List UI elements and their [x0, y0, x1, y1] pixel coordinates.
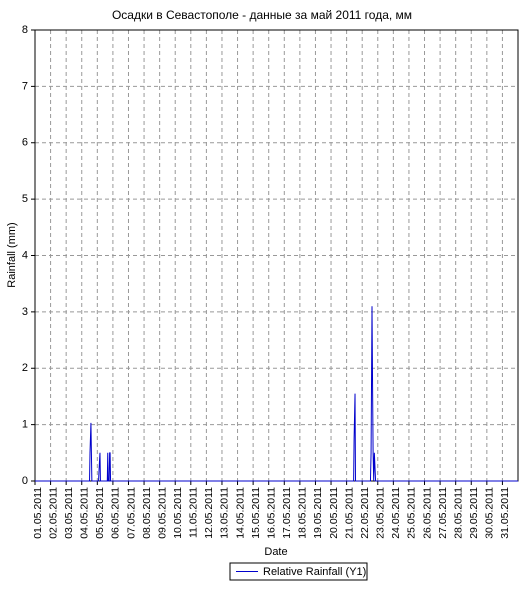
x-tick-label: 14.05.2011 [234, 487, 246, 539]
x-tick-label: 06.05.2011 [110, 487, 122, 539]
x-tick-label: 19.05.2011 [312, 487, 324, 539]
y-tick-label: 1 [22, 419, 28, 431]
legend-label: Relative Rainfall (Y1) [263, 566, 366, 578]
x-tick-label: 29.05.2011 [468, 487, 480, 539]
x-tick-label: 25.05.2011 [406, 487, 418, 539]
x-tick-label: 11.05.2011 [188, 487, 200, 538]
y-axis-label: Rainfall (mm) [6, 222, 18, 287]
y-tick-label: 5 [22, 193, 28, 205]
x-tick-label: 16.05.2011 [265, 487, 277, 539]
y-tick-label: 3 [22, 306, 28, 318]
y-tick-label: 7 [22, 80, 28, 92]
x-tick-label: 08.05.2011 [141, 487, 153, 539]
x-tick-label: 03.05.2011 [63, 487, 75, 539]
x-tick-label: 18.05.2011 [297, 487, 309, 539]
x-tick-label: 02.05.2011 [47, 487, 59, 539]
x-tick-label: 22.05.2011 [359, 487, 371, 539]
x-tick-label: 31.05.2011 [499, 487, 511, 539]
x-tick-label: 01.05.2011 [32, 487, 44, 539]
x-tick-label: 17.05.2011 [281, 487, 293, 539]
x-tick-label: 09.05.2011 [156, 487, 168, 539]
x-tick-label: 20.05.2011 [328, 487, 340, 539]
y-tick-label: 2 [22, 362, 28, 374]
x-tick-label: 21.05.2011 [343, 487, 355, 539]
x-tick-label: 30.05.2011 [484, 487, 496, 539]
x-tick-label: 13.05.2011 [219, 487, 231, 539]
x-tick-label: 28.05.2011 [452, 487, 464, 539]
y-tick-label: 6 [22, 137, 28, 149]
x-tick-label: 07.05.2011 [125, 487, 137, 539]
x-tick-label: 10.05.2011 [172, 487, 184, 539]
legend [229, 562, 368, 581]
x-axis-label: Date [264, 546, 287, 558]
x-tick-label: 05.05.2011 [94, 487, 106, 539]
x-tick-label: 27.05.2011 [437, 487, 449, 539]
y-tick-label: 0 [22, 475, 28, 487]
y-tick-label: 4 [22, 249, 28, 261]
y-tick-label: 8 [22, 24, 28, 36]
x-tick-label: 04.05.2011 [79, 487, 91, 539]
data-line [35, 306, 518, 482]
x-tick-label: 15.05.2011 [250, 487, 262, 539]
x-tick-label: 24.05.2011 [390, 487, 402, 539]
x-tick-label: 23.05.2011 [375, 487, 387, 539]
x-tick-label: 12.05.2011 [203, 487, 215, 539]
x-tick-label: 26.05.2011 [421, 487, 433, 539]
chart-title: Осадки в Севастополе - данные за май 201… [112, 8, 412, 22]
